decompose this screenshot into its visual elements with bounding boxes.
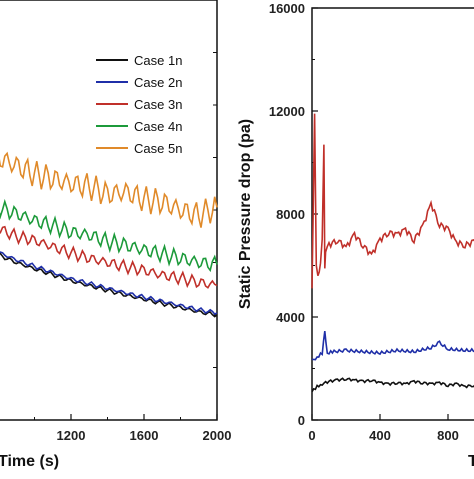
right-y-tick-label: 12000 [269, 104, 305, 119]
right-x-tick-label: 400 [369, 428, 391, 443]
legend-entry: Case 2n [134, 75, 182, 90]
right-series-group [311, 113, 474, 393]
left-x-axis-title: Time (s) [0, 453, 59, 470]
left-x-tick-label: 1200 [57, 428, 86, 443]
left-series-line-1 [0, 252, 218, 318]
right-plot-frame [311, 7, 474, 421]
right-y-tick-label: 8000 [276, 207, 305, 222]
left-series-line-2 [0, 251, 218, 316]
legend-entry: Case 4n [134, 119, 182, 134]
left-x-tick-label: 2000 [203, 428, 232, 443]
left-series-line-4 [0, 198, 218, 273]
right-series-line-3 [311, 113, 474, 289]
left-series-line-5 [0, 151, 218, 228]
right-x-tick-label: 800 [437, 428, 459, 443]
right-y-tick-label: 4000 [276, 310, 305, 325]
legend: Case 1n Case 2n Case 3n Case 4n Case 5n [96, 53, 182, 156]
left-ticks-group: 1200 1600 2000 [34, 0, 232, 443]
legend-entry: Case 1n [134, 53, 182, 68]
right-ticks-group: 0 4000 8000 12000 16000 0 400 800 [269, 1, 459, 443]
legend-entry: Case 5n [134, 141, 182, 156]
right-y-tick-label: 0 [298, 413, 305, 428]
right-series-line-2 [311, 330, 474, 361]
left-x-tick-label: 1600 [130, 428, 159, 443]
right-y-axis-title: Static Pressure drop (pa) [237, 119, 254, 309]
legend-entry: Case 3n [134, 97, 182, 112]
right-y-tick-label: 16000 [269, 1, 305, 16]
right-x-axis-title: T [468, 453, 474, 470]
left-series-group [0, 151, 218, 318]
right-x-tick-label: 0 [308, 428, 315, 443]
right-series-line-1 [311, 377, 474, 393]
left-series-line-3 [0, 225, 218, 289]
